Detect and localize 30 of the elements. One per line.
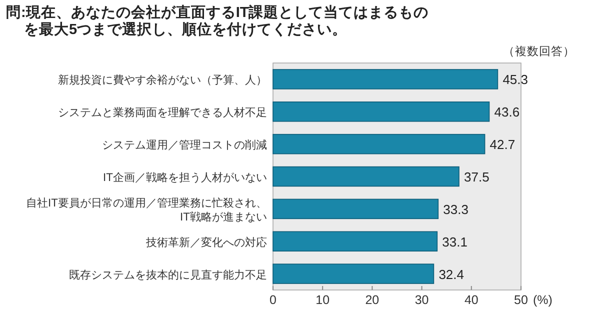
data-label: 32.4 xyxy=(438,266,464,282)
data-label: 37.5 xyxy=(464,170,490,184)
bar xyxy=(272,166,460,187)
data-label: 33.3 xyxy=(443,202,468,217)
x-axis-title: (%) xyxy=(533,293,552,307)
bar xyxy=(272,198,439,220)
y-tick-label: 既存システムを抜本的に見直す能力不足 xyxy=(69,268,267,282)
x-tick-label: 20 xyxy=(365,293,380,307)
chart-title: 問:現在、あなたの会社が直面するIT課題として当てはまるものを最大5つまで選択し、順位を付けてください。 xyxy=(6,4,429,38)
y-tick-label: 新規投資に費やす余裕がない（予算、人） xyxy=(58,74,267,87)
data-label: 33.1 xyxy=(442,234,468,250)
bar xyxy=(272,264,434,284)
x-tick-label: 10 xyxy=(316,293,330,307)
data-label: 42.7 xyxy=(490,137,516,152)
bar xyxy=(272,231,438,252)
y-tick-label: IT企画／戦略を担う人材がいない xyxy=(103,171,267,184)
y-tick-label: 技術革新／変化への対応 xyxy=(145,236,267,249)
data-label: 43.6 xyxy=(494,104,520,120)
bar xyxy=(272,134,486,154)
x-tick-label: 30 xyxy=(414,293,429,307)
text: （複数回答） xyxy=(503,45,575,58)
y-tick-label: システムと業務両面を理解できる人材不足 xyxy=(58,106,267,120)
x-tick-label: 0 xyxy=(270,293,277,307)
y-tick-label: 自社IT要員が日常の運用／管理業務に忙殺され、IT戦略が進まない xyxy=(26,196,267,224)
y-tick-label: システム運用／管理コストの削減 xyxy=(102,138,267,152)
data-label: 45.3 xyxy=(502,72,528,88)
bar xyxy=(272,102,490,122)
x-tick-label: 40 xyxy=(464,293,478,307)
bar xyxy=(272,69,498,90)
x-tick-label: 50 xyxy=(514,293,528,307)
